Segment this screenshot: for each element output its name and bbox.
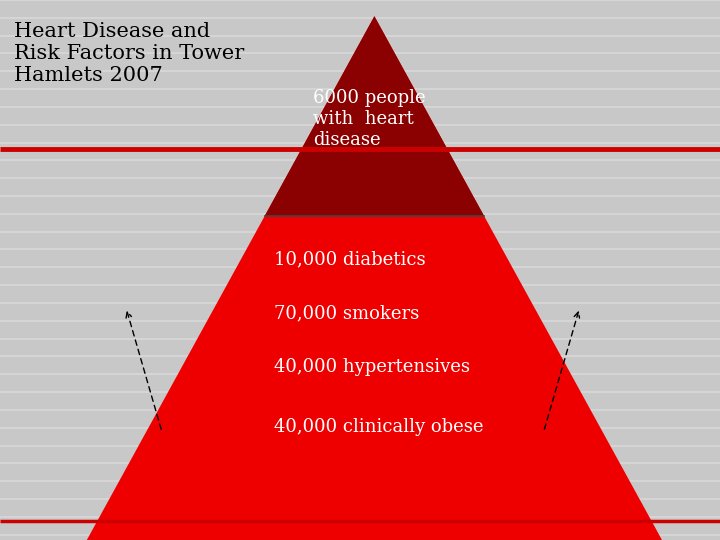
Text: 70,000 smokers: 70,000 smokers [274,304,419,322]
Text: 40,000 hypertensives: 40,000 hypertensives [274,358,469,376]
Polygon shape [265,16,484,216]
Text: 40,000 clinically obese: 40,000 clinically obese [274,417,483,436]
Text: Heart Disease and
Risk Factors in Tower
Hamlets 2007: Heart Disease and Risk Factors in Tower … [14,22,245,85]
Text: 6000 people
with  heart
disease: 6000 people with heart disease [313,89,426,148]
Polygon shape [72,16,677,540]
Text: 10,000 diabetics: 10,000 diabetics [274,250,426,268]
